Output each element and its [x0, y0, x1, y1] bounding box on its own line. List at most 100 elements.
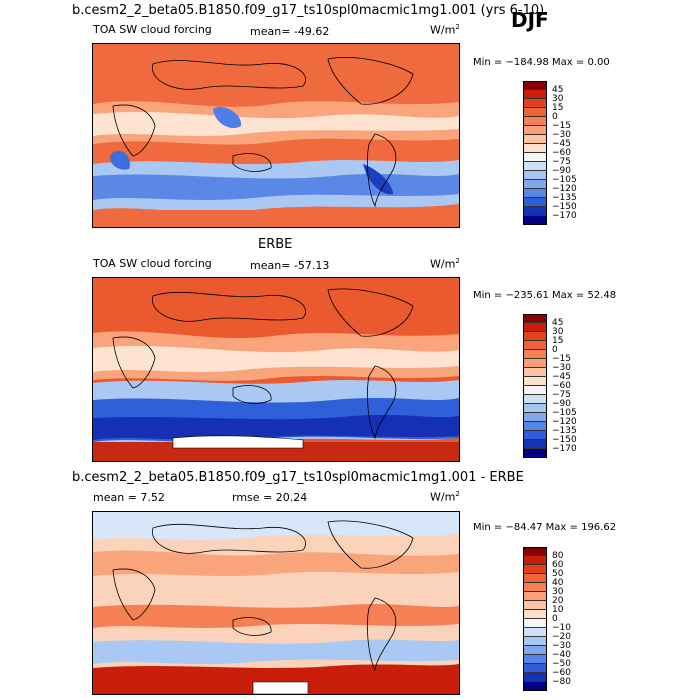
panel2-southern-ocean-deep [93, 414, 459, 440]
colorbar-tick-label: −150 [552, 201, 577, 212]
colorbar-tick-label: −45 [552, 138, 571, 149]
colorbar-cell [523, 673, 547, 682]
colorbar-cell [523, 117, 547, 126]
colorbar-cell [523, 395, 547, 404]
colorbar-cell [523, 386, 547, 395]
colorbar-tick-label: −45 [552, 371, 571, 382]
panel3-mean: mean = 7.52 [93, 491, 165, 504]
colorbar-cell [523, 81, 547, 90]
panel2-field-label: TOA SW cloud forcing [93, 257, 212, 270]
panel1-title: b.cesm2_2_beta05.B1850.f09_g17_ts10spl0m… [72, 3, 545, 18]
colorbar-cell [523, 592, 547, 601]
panel2-title: ERBE [258, 237, 293, 252]
colorbar-tick-label: −105 [552, 407, 577, 418]
colorbar-cell [523, 565, 547, 574]
panel3-minmax: Min = −84.47 Max = 196.62 [473, 522, 617, 533]
panel3-eurasia-outline [152, 523, 306, 554]
colorbar-cell [523, 90, 547, 99]
panel1-colorbar [523, 81, 547, 225]
colorbar-cell [523, 368, 547, 377]
panel3-south-america-outline [367, 597, 397, 672]
panel3-map [92, 511, 460, 695]
panel1-colorbar-frame [523, 81, 547, 225]
colorbar-cell [523, 332, 547, 341]
colorbar-tick-label: 30 [552, 93, 564, 104]
colorbar-cell [523, 440, 547, 449]
colorbar-cell [523, 583, 547, 592]
colorbar-tick-label: 0 [552, 613, 558, 624]
colorbar-cell [523, 341, 547, 350]
panel2-itcz-band [93, 345, 459, 372]
colorbar-cell [523, 422, 547, 431]
panel3-missing-data-patch [252, 681, 309, 694]
panel2-map-svg [93, 278, 459, 461]
panel3-africa-outline [112, 568, 156, 621]
panel3-arctic-band [93, 512, 459, 540]
panel1-indonesia-blob [213, 106, 242, 129]
colorbar-cell [523, 655, 547, 664]
colorbar-tick-label: 45 [552, 317, 564, 328]
colorbar-cell [523, 646, 547, 655]
colorbar-cell [523, 601, 547, 610]
colorbar-cell [523, 664, 547, 673]
colorbar-cell [523, 171, 547, 180]
panel1-units: W/m2 [430, 23, 460, 37]
panel2-australia-outline [232, 385, 272, 404]
panel1-south-america-deep [363, 164, 393, 195]
panel1-itcz-band [93, 111, 459, 136]
colorbar-tick-label: 50 [552, 568, 564, 579]
panel1-map-svg [93, 44, 459, 227]
panel3-southern-ocean-blue [93, 639, 459, 664]
colorbar-tick-label: −90 [552, 165, 571, 176]
colorbar-tick-label: −15 [552, 353, 571, 364]
colorbar-tick-label: 60 [552, 559, 564, 570]
colorbar-cell [523, 610, 547, 619]
colorbar-tick-label: −75 [552, 156, 571, 167]
colorbar-tick-label: −120 [552, 183, 577, 194]
colorbar-tick-label: −135 [552, 192, 577, 203]
panel1-minmax: Min = −184.98 Max = 0.00 [473, 57, 610, 68]
panel1-atlantic-blob [110, 150, 130, 170]
colorbar-tick-label: −30 [552, 129, 571, 140]
colorbar-cell [523, 413, 547, 422]
colorbar-tick-label: −60 [552, 380, 571, 391]
colorbar-tick-label: 80 [552, 550, 564, 561]
colorbar-cell [523, 207, 547, 216]
colorbar-cell [523, 314, 547, 323]
panel2-mean: mean= -57.13 [250, 259, 330, 272]
panel2-minmax: Min = −235.61 Max = 52.48 [473, 290, 617, 301]
colorbar-tick-label: −30 [552, 362, 571, 373]
panel2-colorbar-frame [523, 314, 547, 458]
colorbar-tick-label: −170 [552, 210, 577, 221]
panel1-eurasia-outline [152, 60, 306, 90]
colorbar-cell [523, 404, 547, 413]
panel3-antarctic-band [93, 664, 459, 694]
panel2-units: W/m2 [430, 257, 460, 271]
panel1-south-america-outline [367, 133, 397, 208]
colorbar-tick-label: 20 [552, 595, 564, 606]
colorbar-tick-label: 45 [552, 84, 564, 95]
colorbar-cell [523, 99, 547, 108]
panel1-africa-outline [112, 104, 156, 157]
panel3-subtropics-band [93, 550, 459, 576]
panel2-africa-outline [112, 336, 156, 389]
colorbar-tick-label: 15 [552, 335, 564, 346]
panel1-australia-outline [232, 153, 272, 172]
colorbar-cell [523, 637, 547, 646]
colorbar-tick-label: −170 [552, 443, 577, 454]
panel1-antarctic-band [93, 210, 459, 227]
panel2-north-america-outline [327, 288, 414, 337]
colorbar-cell [523, 377, 547, 386]
colorbar-cell [523, 144, 547, 153]
colorbar-cell [523, 162, 547, 171]
panel2-south-america-outline [367, 365, 397, 440]
colorbar-cell [523, 574, 547, 583]
colorbar-tick-label: −60 [552, 667, 571, 678]
colorbar-cell [523, 180, 547, 189]
season-label: DJF [511, 8, 549, 32]
colorbar-tick-label: 30 [552, 326, 564, 337]
colorbar-tick-label: 0 [552, 344, 558, 355]
panel2-map [92, 277, 460, 462]
colorbar-tick-label: 0 [552, 111, 558, 122]
panel3-colorbar [523, 547, 547, 691]
